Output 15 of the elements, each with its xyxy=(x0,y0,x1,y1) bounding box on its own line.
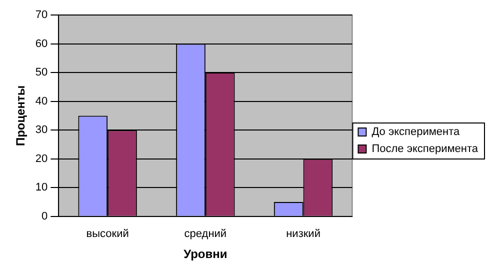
legend-label: После эксперимента xyxy=(372,143,479,156)
y-tick-label: 50 xyxy=(35,66,48,79)
y-axis-title: Проценты xyxy=(14,85,28,146)
y-tick-label: 20 xyxy=(35,152,48,165)
legend-label: До эксперимента xyxy=(372,126,461,138)
x-tick-label: высокий xyxy=(86,228,129,240)
y-tick-label: 0 xyxy=(42,210,48,222)
x-tick-label: средний xyxy=(184,228,227,240)
y-tick-label: 30 xyxy=(35,124,48,136)
y-tick-label: 40 xyxy=(35,95,48,108)
x-axis-title: Уровни xyxy=(184,247,228,262)
y-tick-label: 60 xyxy=(35,38,48,50)
y-tick-label: 10 xyxy=(35,182,48,194)
y-tick-label: 70 xyxy=(35,9,48,22)
x-tick-label: низкий xyxy=(286,228,320,240)
